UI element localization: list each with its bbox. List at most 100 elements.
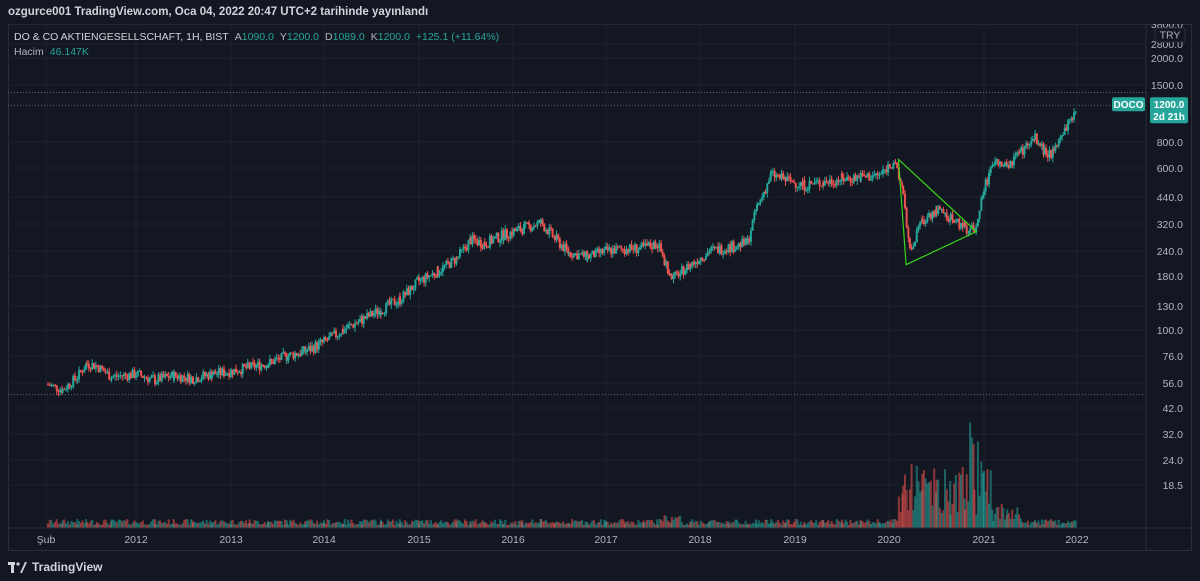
volume-bar	[311, 520, 314, 528]
volume-bar	[857, 524, 860, 528]
candle-body	[481, 247, 484, 249]
candle-body	[205, 374, 208, 376]
volume-bar	[292, 519, 295, 528]
candle-body	[684, 270, 687, 275]
candle-body	[598, 248, 601, 254]
volume-bar	[969, 422, 972, 528]
candle-body	[251, 362, 254, 364]
candle-body	[919, 221, 922, 227]
candle-body	[654, 241, 657, 249]
volume-bar	[598, 521, 601, 528]
time-tick-label: 2013	[219, 534, 243, 546]
candle-body	[692, 261, 695, 265]
legend-high-label: Y	[279, 31, 287, 43]
candle-body	[894, 162, 897, 164]
volume-bar	[868, 521, 871, 528]
volume-bar	[209, 520, 212, 528]
candle-body	[207, 374, 210, 380]
candle-body	[333, 330, 336, 334]
candle-body	[928, 212, 931, 217]
volume-bar	[385, 523, 388, 528]
candle-body	[997, 159, 1000, 166]
candle-body	[1046, 154, 1049, 158]
volume-bar	[524, 522, 527, 528]
candle-body	[854, 175, 857, 181]
volume-bar	[436, 524, 439, 528]
volume-bar	[682, 524, 685, 528]
candle-body	[766, 183, 769, 193]
candle-body	[176, 376, 179, 379]
candle-body	[945, 213, 948, 220]
volume-bar	[553, 523, 556, 528]
volume-bar	[222, 521, 225, 528]
volume-bar	[54, 522, 56, 528]
volume-bar	[395, 520, 398, 528]
candle-body	[637, 249, 640, 253]
volume-bar	[164, 521, 167, 528]
volume-bar	[361, 524, 363, 528]
volume-bar	[921, 473, 924, 528]
volume-bar	[124, 520, 127, 528]
volume-bar	[548, 523, 551, 528]
candle-body	[258, 361, 261, 371]
volume-bar	[453, 519, 456, 528]
volume-bar	[184, 519, 187, 528]
volume-bar	[342, 523, 344, 528]
tradingview-brand[interactable]: TradingView	[8, 560, 102, 574]
volume-bar	[866, 519, 869, 528]
volume-bar	[248, 519, 251, 528]
volume-bar	[1007, 513, 1010, 528]
volume-bar	[596, 522, 599, 528]
volume-bar	[621, 519, 624, 528]
volume-bar	[1021, 522, 1024, 528]
volume-bar	[343, 519, 346, 528]
candle-body	[1019, 149, 1022, 153]
candle-body	[233, 368, 236, 375]
candle-body	[255, 365, 258, 368]
candle-body	[1068, 119, 1071, 121]
candle-body	[976, 218, 979, 227]
candle-body	[270, 359, 273, 361]
price-chart[interactable]: 3800.02800.02000.01500.0800.0600.0440.03…	[8, 24, 1192, 551]
candle-body	[282, 352, 285, 354]
volume-bar	[823, 523, 826, 528]
candle-body	[471, 235, 474, 245]
candle-body	[773, 170, 776, 178]
volume-bar	[691, 519, 694, 528]
volume-bar	[749, 524, 752, 528]
volume-bar	[519, 520, 522, 528]
currency-badge[interactable]	[1154, 27, 1186, 43]
candle-body	[228, 373, 231, 377]
triangle-pattern-drawing[interactable]	[897, 157, 978, 266]
candle-body	[304, 351, 307, 353]
volume-bar	[922, 469, 925, 528]
volume-bar	[509, 523, 512, 528]
candle-body	[675, 271, 678, 273]
candle-body	[294, 353, 297, 359]
volume-bar	[910, 464, 913, 528]
candle-body	[126, 375, 129, 380]
candle-body	[131, 369, 134, 378]
legend-low-value: 1089.0	[332, 31, 365, 43]
volume-bar	[1026, 520, 1029, 528]
volume-bar	[567, 522, 570, 528]
volume-bar	[526, 523, 529, 528]
candle-body	[290, 352, 293, 354]
volume-bar	[441, 523, 444, 528]
candle-body	[160, 373, 163, 382]
volume-bar	[263, 522, 266, 528]
candle-body	[197, 377, 200, 382]
volume-bar	[172, 519, 175, 528]
volume-bar	[778, 522, 781, 528]
volume-bar	[270, 521, 273, 528]
candle-body	[1045, 147, 1048, 155]
volume-bar	[493, 519, 496, 528]
volume-bar	[115, 522, 118, 528]
volume-bar	[808, 521, 811, 528]
candle-body	[350, 324, 353, 326]
candle-body	[385, 302, 388, 314]
candle-body	[1039, 143, 1042, 146]
candle-body	[699, 257, 702, 262]
volume-bar	[699, 520, 702, 528]
candle-body	[514, 228, 517, 231]
